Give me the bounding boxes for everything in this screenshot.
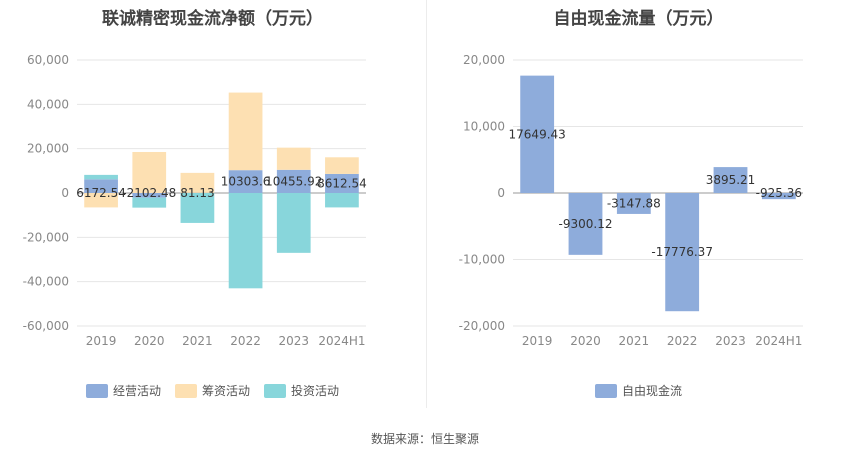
x-tick-label: 2019 (522, 334, 553, 348)
legend-label: 经营活动 (112, 384, 161, 398)
bar-投资活动 (132, 197, 167, 208)
bar-经营活动 (276, 169, 311, 193)
chart-legend: 经营活动 筹资活动 投资活动 (0, 382, 425, 399)
bar-自由现金流 (761, 193, 796, 200)
legend-label: 筹资活动 (201, 384, 250, 398)
data-label: 10303.6 (221, 175, 271, 189)
bar-筹资活动 (132, 151, 167, 193)
data-label: 81.13 (180, 186, 214, 200)
chart-title: 自由现金流量（万元） (553, 9, 724, 29)
bar-投资活动 (84, 174, 118, 180)
x-tick-label: 2022 (667, 334, 698, 348)
y-tick-label: 40,000 (27, 97, 69, 111)
bar-投资活动 (325, 193, 359, 208)
bar-筹资活动 (228, 92, 263, 171)
data-label: -925.36 (756, 186, 802, 200)
bar-投资活动 (228, 193, 263, 289)
bar-经营活动 (132, 193, 167, 198)
data-label: -9300.12 (559, 217, 613, 231)
bar-自由现金流 (520, 75, 555, 193)
y-tick-label: -60,000 (23, 319, 69, 333)
legend-swatch (174, 383, 197, 398)
x-tick-label: 2020 (570, 334, 601, 348)
x-tick-label: 2024H1 (755, 334, 802, 348)
legend-label: 自由现金流 (621, 384, 682, 398)
y-tick-label: -20,000 (23, 230, 69, 244)
x-tick-label: 2023 (715, 334, 746, 348)
y-tick-label: -40,000 (23, 275, 69, 289)
legend-item[interactable]: 经营活动 (85, 382, 161, 399)
bar-自由现金流 (616, 193, 651, 214)
cashflow-chart-panel: 联诚精密现金流净额（万元） -60,000 -40,000 -20,000 0 20,0… (0, 0, 425, 410)
y-tick-label: -20,000 (459, 319, 505, 333)
data-label: 17649.43 (509, 127, 566, 141)
x-tick-label: 2023 (278, 334, 309, 348)
bar-自由现金流 (713, 167, 748, 193)
bar-经营活动 (84, 179, 118, 193)
y-tick-label: 0 (61, 186, 69, 200)
x-tick-label: 2021 (619, 334, 650, 348)
legend-swatch (264, 383, 286, 398)
y-tick-label: -10,000 (459, 253, 505, 267)
y-tick-label: 0 (497, 186, 505, 200)
chart-title: 联诚精密现金流净额（万元） (102, 9, 323, 29)
data-label: 8612.54 (317, 176, 367, 190)
legend-item[interactable]: 自由现金流 (594, 382, 682, 399)
legend-item[interactable]: 筹资活动 (174, 382, 250, 399)
cashflow-chart: -60,000 -40,000 -20,000 0 20,000 40,000 60,000… (23, 53, 367, 348)
bar-经营活动 (325, 173, 359, 193)
legend-label: 投资活动 (291, 384, 340, 398)
bar-筹资活动 (325, 157, 359, 174)
data-label: 6172.54 (76, 186, 126, 200)
y-tick-label: 60,000 (27, 53, 69, 67)
bar-投资活动 (276, 193, 311, 253)
legend-swatch (594, 383, 617, 398)
data-label: -17776.37 (651, 245, 713, 259)
x-tick-label: 2019 (86, 334, 117, 348)
legend-swatch (85, 383, 108, 398)
legend-item[interactable]: 投资活动 (264, 382, 339, 399)
y-tick-label: 20,000 (463, 53, 505, 67)
x-tick-label: 2020 (134, 334, 165, 348)
panel-divider (426, 0, 427, 408)
fcf-chart-panel: 自由现金流量（万元） -20,000 -10,000 0 10,000 20,000 20… (427, 0, 850, 410)
bar-筹资活动 (84, 193, 118, 208)
x-tick-label: 2022 (230, 334, 261, 348)
bar-经营活动 (228, 170, 263, 193)
bar-投资活动 (180, 193, 215, 223)
x-tick-label: 2024H1 (318, 334, 365, 348)
data-label: -2102.48 (122, 186, 176, 200)
data-label: 3895.21 (706, 173, 756, 187)
data-label: 10455.92 (265, 174, 322, 188)
bar-筹资活动 (180, 172, 215, 193)
data-label: -3147.88 (607, 196, 661, 210)
chart-legend: 自由现金流 (427, 382, 850, 399)
fcf-chart: -20,000 -10,000 0 10,000 20,000 2019 2020 2021 2… (459, 53, 803, 348)
bar-自由现金流 (568, 193, 603, 255)
bar-筹资活动 (276, 147, 311, 170)
x-tick-label: 2021 (182, 334, 213, 348)
y-tick-label: 20,000 (27, 142, 69, 156)
data-source-note: 数据来源：恒生聚源 (370, 432, 479, 446)
bar-自由现金流 (665, 193, 700, 312)
y-tick-label: 10,000 (463, 120, 505, 134)
